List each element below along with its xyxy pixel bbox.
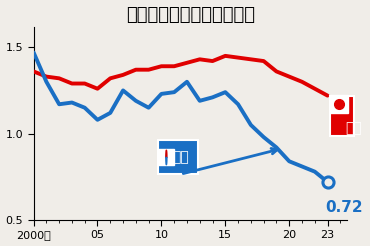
FancyBboxPatch shape [330,96,354,136]
Title: 日韓の合計特殊出生率推移: 日韓の合計特殊出生率推移 [126,6,255,24]
Text: 日本: 日本 [345,122,361,136]
Text: 韓国: 韓国 [172,150,189,164]
Text: 0.72: 0.72 [325,200,363,215]
FancyBboxPatch shape [158,140,198,174]
